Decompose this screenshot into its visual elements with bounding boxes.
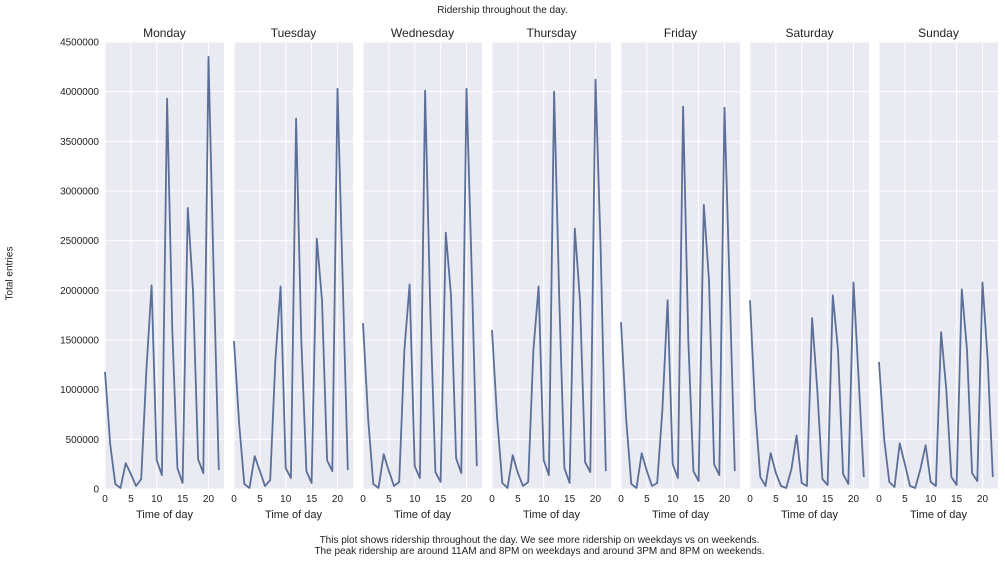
facet-title: Tuesday xyxy=(271,26,317,40)
y-tick-label: 2500000 xyxy=(60,236,99,247)
x-tick-label: 15 xyxy=(177,494,189,505)
x-axis-label: Time of day xyxy=(394,509,452,521)
x-tick-label: 15 xyxy=(693,494,705,505)
x-tick-label: 20 xyxy=(461,494,473,505)
y-tick-label: 2000000 xyxy=(60,286,99,297)
facet-title: Monday xyxy=(143,26,186,40)
x-tick-label: 5 xyxy=(644,494,650,505)
facet-title: Wednesday xyxy=(391,26,454,40)
y-tick-label: 4500000 xyxy=(60,38,99,49)
x-tick-label: 5 xyxy=(386,494,392,505)
series-line-saturday xyxy=(749,281,865,489)
x-tick-label: 15 xyxy=(564,494,576,505)
x-tick-label: 15 xyxy=(306,494,318,505)
y-tick-label: 3500000 xyxy=(60,137,99,148)
x-tick-label: 10 xyxy=(925,494,937,505)
y-tick-label: 1000000 xyxy=(60,385,99,396)
facet-title: Friday xyxy=(664,26,697,40)
x-tick-label: 0 xyxy=(876,494,882,505)
series-line-tuesday xyxy=(233,87,349,489)
x-tick-label: 5 xyxy=(773,494,779,505)
y-tick-label: 1500000 xyxy=(60,336,99,347)
x-tick-label: 15 xyxy=(435,494,447,505)
x-tick-label: 15 xyxy=(951,494,963,505)
x-tick-label: 0 xyxy=(360,494,366,505)
figure-caption: This plot shows ridership throughout the… xyxy=(0,535,1005,557)
facet-title: Saturday xyxy=(785,26,833,40)
x-axis-label: Time of day xyxy=(136,509,194,521)
x-tick-label: 0 xyxy=(489,494,495,505)
x-tick-label: 20 xyxy=(719,494,731,505)
caption-line-1: This plot shows ridership throughout the… xyxy=(319,535,760,546)
y-tick-label: 500000 xyxy=(66,435,100,446)
x-tick-label: 20 xyxy=(977,494,989,505)
x-axis-label: Time of day xyxy=(652,509,710,521)
x-axis-label: Time of day xyxy=(910,509,968,521)
facet-title: Sunday xyxy=(918,26,959,40)
caption-line-2: The peak ridership are around 11AM and 8… xyxy=(314,546,765,557)
x-tick-label: 20 xyxy=(203,494,215,505)
x-tick-label: 20 xyxy=(332,494,344,505)
x-tick-label: 5 xyxy=(515,494,521,505)
x-tick-label: 10 xyxy=(667,494,679,505)
x-tick-label: 5 xyxy=(257,494,263,505)
series-line-monday xyxy=(104,56,220,489)
x-tick-label: 20 xyxy=(590,494,602,505)
y-tick-label: 3000000 xyxy=(60,187,99,198)
x-tick-label: 0 xyxy=(102,494,108,505)
x-tick-label: 5 xyxy=(128,494,134,505)
x-tick-label: 0 xyxy=(231,494,237,505)
x-tick-label: 10 xyxy=(151,494,163,505)
series-line-friday xyxy=(620,105,736,489)
x-tick-label: 10 xyxy=(796,494,808,505)
x-tick-label: 0 xyxy=(618,494,624,505)
x-axis-label: Time of day xyxy=(265,509,323,521)
facet-title: Thursday xyxy=(526,26,576,40)
x-tick-label: 10 xyxy=(280,494,292,505)
x-tick-label: 15 xyxy=(822,494,834,505)
x-tick-label: 5 xyxy=(902,494,908,505)
x-tick-label: 20 xyxy=(848,494,860,505)
series-line-wednesday xyxy=(362,87,478,489)
x-axis-label: Time of day xyxy=(523,509,581,521)
y-tick-label: 4000000 xyxy=(60,87,99,98)
series-line-sunday xyxy=(878,281,994,489)
y-tick-label: 0 xyxy=(93,485,99,496)
series-line-thursday xyxy=(491,78,607,489)
chart-title: Ridership throughout the day. xyxy=(437,5,568,16)
x-tick-label: 10 xyxy=(409,494,421,505)
x-tick-label: 10 xyxy=(538,494,550,505)
x-tick-label: 0 xyxy=(747,494,753,505)
x-axis-label: Time of day xyxy=(781,509,839,521)
